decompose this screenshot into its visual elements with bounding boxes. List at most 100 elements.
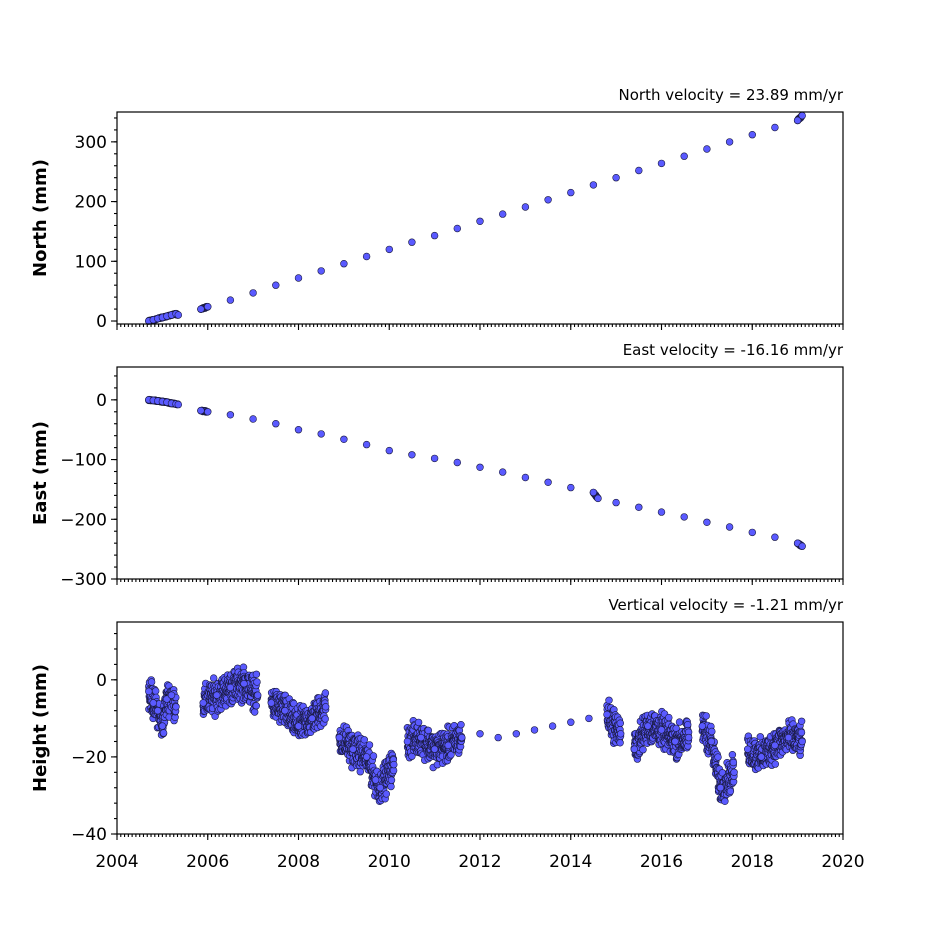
data-point [453, 224, 461, 233]
data-point [708, 727, 716, 736]
data-point [671, 737, 679, 746]
data-point [424, 726, 432, 735]
data-point [210, 674, 218, 682]
data-point [430, 454, 439, 463]
data-point [158, 722, 167, 730]
data-point [197, 305, 205, 313]
data-point [335, 733, 343, 742]
data-point [797, 717, 806, 725]
x-tick-label: 2018 [731, 852, 774, 872]
data-point [702, 712, 710, 720]
data-point [798, 111, 806, 120]
data-point [657, 159, 666, 168]
data-point [254, 691, 262, 699]
data-point [213, 691, 221, 699]
data-point [521, 473, 530, 482]
panel-title-north: North velocity = 23.89 mm/yr [619, 86, 844, 104]
data-point [174, 311, 183, 319]
data-point [476, 217, 484, 226]
data-point [616, 719, 624, 727]
data-point [322, 703, 330, 711]
data-point [204, 408, 212, 416]
data-point [499, 210, 507, 218]
data-point [385, 245, 393, 254]
data-point [748, 131, 756, 139]
data-point [589, 488, 598, 497]
data-point [756, 733, 764, 741]
panel-height: 0 −20 −40 2004 2006 2008 2010 2012 2014 2016 2018 2… [30, 596, 865, 872]
y-tick-label: −20 [71, 748, 107, 768]
data-point [728, 750, 737, 759]
data-point [530, 726, 539, 734]
data-points-east [145, 395, 806, 550]
data-point [240, 679, 248, 688]
plot-frame [116, 366, 844, 580]
data-point [308, 714, 316, 723]
data-point [390, 760, 398, 769]
y-tick-label: 0 [96, 391, 107, 411]
data-point [544, 478, 552, 486]
panel-title-east: East velocity = -16.16 mm/yr [623, 341, 844, 359]
data-point [252, 701, 260, 710]
data-point [771, 741, 779, 749]
data-point [252, 670, 261, 678]
data-point [716, 783, 725, 792]
data-point [369, 752, 378, 760]
data-point [675, 718, 684, 726]
data-point [430, 231, 439, 240]
x-tick-label: 2012 [458, 852, 501, 872]
data-point [147, 678, 156, 686]
data-point [340, 260, 348, 268]
data-point [294, 274, 303, 282]
data-point [771, 123, 779, 132]
data-point [616, 739, 624, 747]
x-tick-label: 2010 [368, 852, 411, 872]
data-point [725, 523, 734, 531]
x-tick-label: 2004 [95, 852, 138, 872]
data-point [797, 728, 806, 737]
data-point [294, 426, 303, 434]
x-tick-label: 2008 [277, 852, 320, 872]
data-point [365, 741, 374, 749]
data-point [721, 797, 729, 805]
data-point [476, 730, 484, 738]
data-point [414, 718, 423, 727]
data-point [387, 776, 396, 784]
data-point [226, 411, 235, 419]
data-point [757, 753, 765, 761]
y-tick-label: 0 [96, 671, 107, 691]
data-point [639, 745, 647, 754]
data-point [630, 745, 638, 753]
data-point [680, 152, 688, 160]
data-point [294, 722, 303, 730]
data-point [784, 733, 793, 742]
data-point [408, 238, 416, 246]
x-tick-label: 2016 [640, 852, 683, 872]
data-point [548, 722, 557, 730]
data-point [743, 745, 752, 753]
data-point [635, 503, 643, 511]
data-point [154, 706, 162, 715]
y-tick-label: −200 [60, 510, 107, 530]
data-points-height [145, 663, 806, 805]
x-tick-label: 2014 [549, 852, 592, 872]
x-tick-label: 2006 [186, 852, 229, 872]
data-point [665, 713, 673, 722]
data-point [167, 691, 176, 699]
data-point [444, 741, 452, 749]
data-point [417, 733, 425, 742]
data-point [798, 737, 806, 746]
data-point [362, 440, 371, 449]
data-point [605, 696, 613, 704]
data-point [793, 116, 802, 125]
y-tick-label: 0 [96, 312, 107, 332]
data-point [457, 720, 465, 729]
y-tick-label: 200 [75, 193, 107, 213]
data-point [174, 400, 183, 409]
data-point [340, 435, 348, 443]
panel-north: 0 100 200 300 North (mm) North velocity = 23.… [30, 86, 844, 332]
data-point [603, 710, 611, 719]
data-point [707, 737, 716, 746]
data-point [387, 782, 395, 791]
